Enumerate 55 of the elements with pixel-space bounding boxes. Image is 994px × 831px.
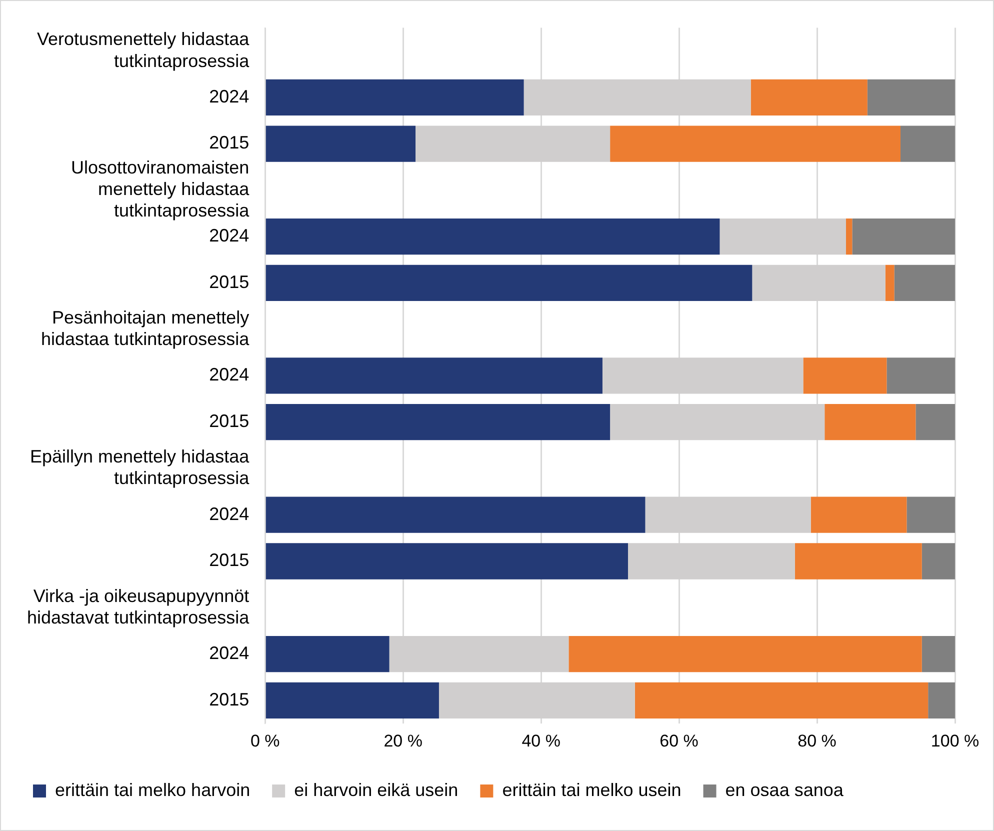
bar — [266, 264, 752, 301]
bar — [266, 126, 416, 162]
bar — [810, 496, 907, 533]
y-tick-label: 2024 — [209, 86, 250, 106]
bar — [867, 79, 955, 116]
bar — [266, 496, 646, 533]
bar — [568, 636, 922, 672]
y-tick-label: 2024 — [209, 642, 250, 663]
bar — [885, 264, 894, 301]
y-tick-label: 2024 — [209, 226, 250, 246]
bar — [852, 218, 955, 255]
bar — [906, 496, 955, 533]
bar — [916, 404, 955, 440]
legend-label: en osaa sanoa — [725, 780, 844, 800]
y-tick-label: 2024 — [209, 364, 250, 385]
bar — [266, 218, 720, 255]
bar — [266, 358, 602, 394]
legend-label: erittäin tai melko usein — [502, 780, 682, 800]
y-tick-label: Pesänhoitajan menettely hidastaa tutkintaprosessia — [41, 307, 250, 350]
bar — [266, 682, 439, 718]
bar — [846, 218, 852, 255]
y-tick-label: 2015 — [209, 689, 250, 710]
legend-label: ei harvoin eikä usein — [294, 780, 458, 800]
y-tick-label: 2015 — [209, 550, 250, 570]
y-tick-label: Virka -ja oikeusapupyynnöt hidastavat tutkintaprosessia — [26, 586, 250, 628]
x-tick-label: 40 % — [522, 731, 560, 750]
bar — [922, 543, 955, 580]
x-tick-label: 20 % — [384, 731, 422, 750]
bar — [803, 358, 887, 394]
y-tick-label: Epäillyn menettely hidastaa tutkintaprosessia — [30, 446, 250, 488]
y-tick-label: 2015 — [209, 132, 250, 153]
bar — [266, 543, 628, 580]
bar — [824, 404, 916, 440]
bar — [894, 264, 955, 301]
bar — [886, 358, 955, 394]
bar — [900, 126, 955, 162]
y-tick-label: Ulosottoviranomaisten menettely hidastaa tutkintaprosessia — [71, 158, 250, 221]
x-tick-label: 80 % — [798, 731, 836, 750]
bar — [266, 636, 390, 672]
x-tick-label: 100 % — [930, 731, 980, 750]
y-tick-label: Verotusmenettely hidastaa tutkintaprosessia — [36, 29, 250, 71]
y-tick-label: 2024 — [209, 504, 250, 524]
legend-label: erittäin tai melko harvoin — [55, 780, 250, 800]
bar — [750, 79, 868, 116]
bar — [266, 404, 610, 440]
bar — [634, 682, 928, 718]
x-tick-label: 0 % — [250, 731, 280, 750]
bar — [266, 79, 524, 116]
y-tick-label: 2015 — [209, 411, 250, 432]
bar — [794, 543, 922, 580]
x-tick-label: 60 % — [660, 731, 698, 750]
bar — [928, 682, 955, 718]
y-tick-label: 2015 — [209, 272, 250, 292]
bar — [610, 126, 900, 162]
bar — [922, 636, 955, 672]
